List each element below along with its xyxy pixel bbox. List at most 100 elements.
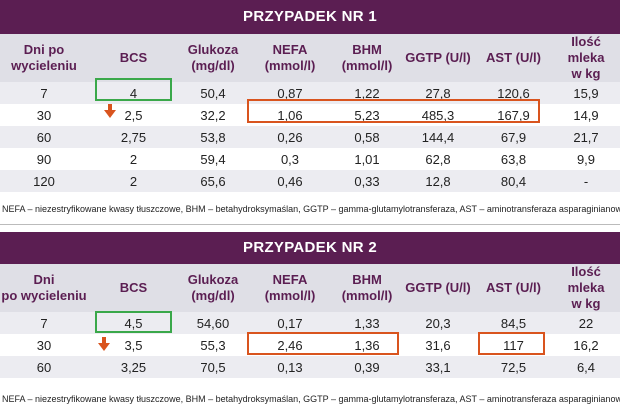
cell-glucose: 54,60: [179, 312, 247, 334]
cell-bhm: 0,39: [333, 356, 401, 378]
cell-bcs: 4,5: [88, 312, 179, 334]
cell-milk: 6,4: [552, 356, 620, 378]
cell-milk: 16,2: [552, 334, 620, 356]
case1-table: Dni po wycieleniu BCS Glukoza (mg/dl) NEFA…: [0, 34, 620, 192]
table-row: 60 3,25 70,5 0,13 0,39 33,1 72,5 6,4: [0, 356, 620, 378]
header-days: Dni po wycieleniu: [0, 264, 88, 312]
cell-nefa: 0,46: [247, 170, 333, 192]
cell-bcs: 3,25: [88, 356, 179, 378]
cell-bcs: 2: [88, 148, 179, 170]
case2-title: PRZYPADEK NR 2: [0, 232, 620, 264]
case2-header-row: Dni po wycieleniu BCS Glukoza (mg/dl) NEFA…: [0, 264, 620, 312]
arrow-down-icon: [98, 337, 110, 351]
cell-nefa: 1,06: [247, 104, 333, 126]
cell-ast: 72,5: [475, 356, 552, 378]
cell-ggtp: 33,1: [401, 356, 475, 378]
header-days: Dni po wycieleniu: [0, 34, 88, 82]
cell-ast: 63,8: [475, 148, 552, 170]
cell-days: 120: [0, 170, 88, 192]
header-milk: Ilość mleka w kg: [552, 264, 620, 312]
cell-bcs: 4: [88, 82, 179, 104]
cell-nefa: 2,46: [247, 334, 333, 356]
cell-milk: 9,9: [552, 148, 620, 170]
cell-bcs: 2: [88, 170, 179, 192]
cell-days: 30: [0, 104, 88, 126]
cell-ast: 117: [475, 334, 552, 356]
cell-ggtp: 62,8: [401, 148, 475, 170]
case2-section: PRZYPADEK NR 2 Dni po wycieleniu BCS Gluk…: [0, 232, 620, 409]
case1-header-row: Dni po wycieleniu BCS Glukoza (mg/dl) NEFA…: [0, 34, 620, 82]
cell-bcs: 2,5: [88, 104, 179, 126]
header-ast: AST (U/l): [475, 34, 552, 82]
header-glucose: Glukoza (mg/dl): [179, 34, 247, 82]
table-row: 7 4 50,4 0,87 1,22 27,8 120,6 15,9: [0, 82, 620, 104]
highlight-nefa-bhm-box: [247, 332, 399, 355]
highlight-bcs-box: [95, 78, 172, 101]
header-ast: AST (U/l): [475, 264, 552, 312]
case1-title: PRZYPADEK NR 1: [0, 0, 620, 34]
cell-days: 30: [0, 334, 88, 356]
case2-footnote: NEFA – niezestryfikowane kwasy tłuszczow…: [2, 394, 620, 404]
cell-ggtp: 31,6: [401, 334, 475, 356]
cell-bhm: 0,58: [333, 126, 401, 148]
cell-days: 7: [0, 82, 88, 104]
cell-bhm: 5,23: [333, 104, 401, 126]
highlight-parameters-box: [247, 99, 540, 123]
divider: [0, 224, 620, 225]
cell-ggtp: 27,8: [401, 82, 475, 104]
table-row: 7 4,5 54,60 0,17 1,33 20,3 84,5 22: [0, 312, 620, 334]
header-milk: Ilość mleka w kg: [552, 34, 620, 82]
cell-milk: 21,7: [552, 126, 620, 148]
cell-bcs: 2,75: [88, 126, 179, 148]
cell-ast: 167,9: [475, 104, 552, 126]
cell-nefa: 0,17: [247, 312, 333, 334]
cell-glucose: 65,6: [179, 170, 247, 192]
cell-bhm: 1,36: [333, 334, 401, 356]
cell-milk: 14,9: [552, 104, 620, 126]
cell-days: 60: [0, 126, 88, 148]
cell-glucose: 59,4: [179, 148, 247, 170]
cell-ggtp: 12,8: [401, 170, 475, 192]
header-nefa: NEFA (mmol/l): [247, 34, 333, 82]
cell-ggtp: 20,3: [401, 312, 475, 334]
cell-glucose: 70,5: [179, 356, 247, 378]
cell-ast: 84,5: [475, 312, 552, 334]
cell-milk: 22: [552, 312, 620, 334]
cell-ggtp: 485,3: [401, 104, 475, 126]
cell-bhm: 1,01: [333, 148, 401, 170]
cell-ast: 67,9: [475, 126, 552, 148]
cell-days: 60: [0, 356, 88, 378]
header-bcs: BCS: [88, 34, 179, 82]
header-bhm: BHM (mmol/l): [333, 264, 401, 312]
cell-bcs: 3,5: [88, 334, 179, 356]
highlight-bcs-box: [95, 311, 172, 333]
arrow-down-icon: [104, 104, 116, 118]
case1-section: PRZYPADEK NR 1 Dni po wycieleniu BCS Gluk…: [0, 0, 620, 214]
cell-ast: 80,4: [475, 170, 552, 192]
cell-milk: 15,9: [552, 82, 620, 104]
cell-nefa: 0,13: [247, 356, 333, 378]
table-row: 30 2,5 32,2 1,06 5,23 485,3 167,9 14,9: [0, 104, 620, 126]
header-ggtp: GGTP (U/l): [401, 264, 475, 312]
cell-nefa: 0,87: [247, 82, 333, 104]
cell-ggtp: 144,4: [401, 126, 475, 148]
cell-bhm: 1,33: [333, 312, 401, 334]
cell-glucose: 55,3: [179, 334, 247, 356]
cell-glucose: 50,4: [179, 82, 247, 104]
cell-bhm: 0,33: [333, 170, 401, 192]
header-bcs: BCS: [88, 264, 179, 312]
cell-nefa: 0,3: [247, 148, 333, 170]
cell-glucose: 32,2: [179, 104, 247, 126]
header-ggtp: GGTP (U/l): [401, 34, 475, 82]
highlight-ast-box: [478, 332, 545, 355]
table-row: 30 3,5 55,3 2,46 1,36 31,6 117 16,2: [0, 334, 620, 356]
cell-bhm: 1,22: [333, 82, 401, 104]
case1-footnote: NEFA – niezestryfikowane kwasy tłuszczow…: [2, 204, 620, 214]
cell-days: 90: [0, 148, 88, 170]
header-bhm: BHM (mmol/l): [333, 34, 401, 82]
cell-ast: 120,6: [475, 82, 552, 104]
table-row: 90 2 59,4 0,3 1,01 62,8 63,8 9,9: [0, 148, 620, 170]
cell-glucose: 53,8: [179, 126, 247, 148]
header-glucose: Glukoza (mg/dl): [179, 264, 247, 312]
cell-days: 7: [0, 312, 88, 334]
